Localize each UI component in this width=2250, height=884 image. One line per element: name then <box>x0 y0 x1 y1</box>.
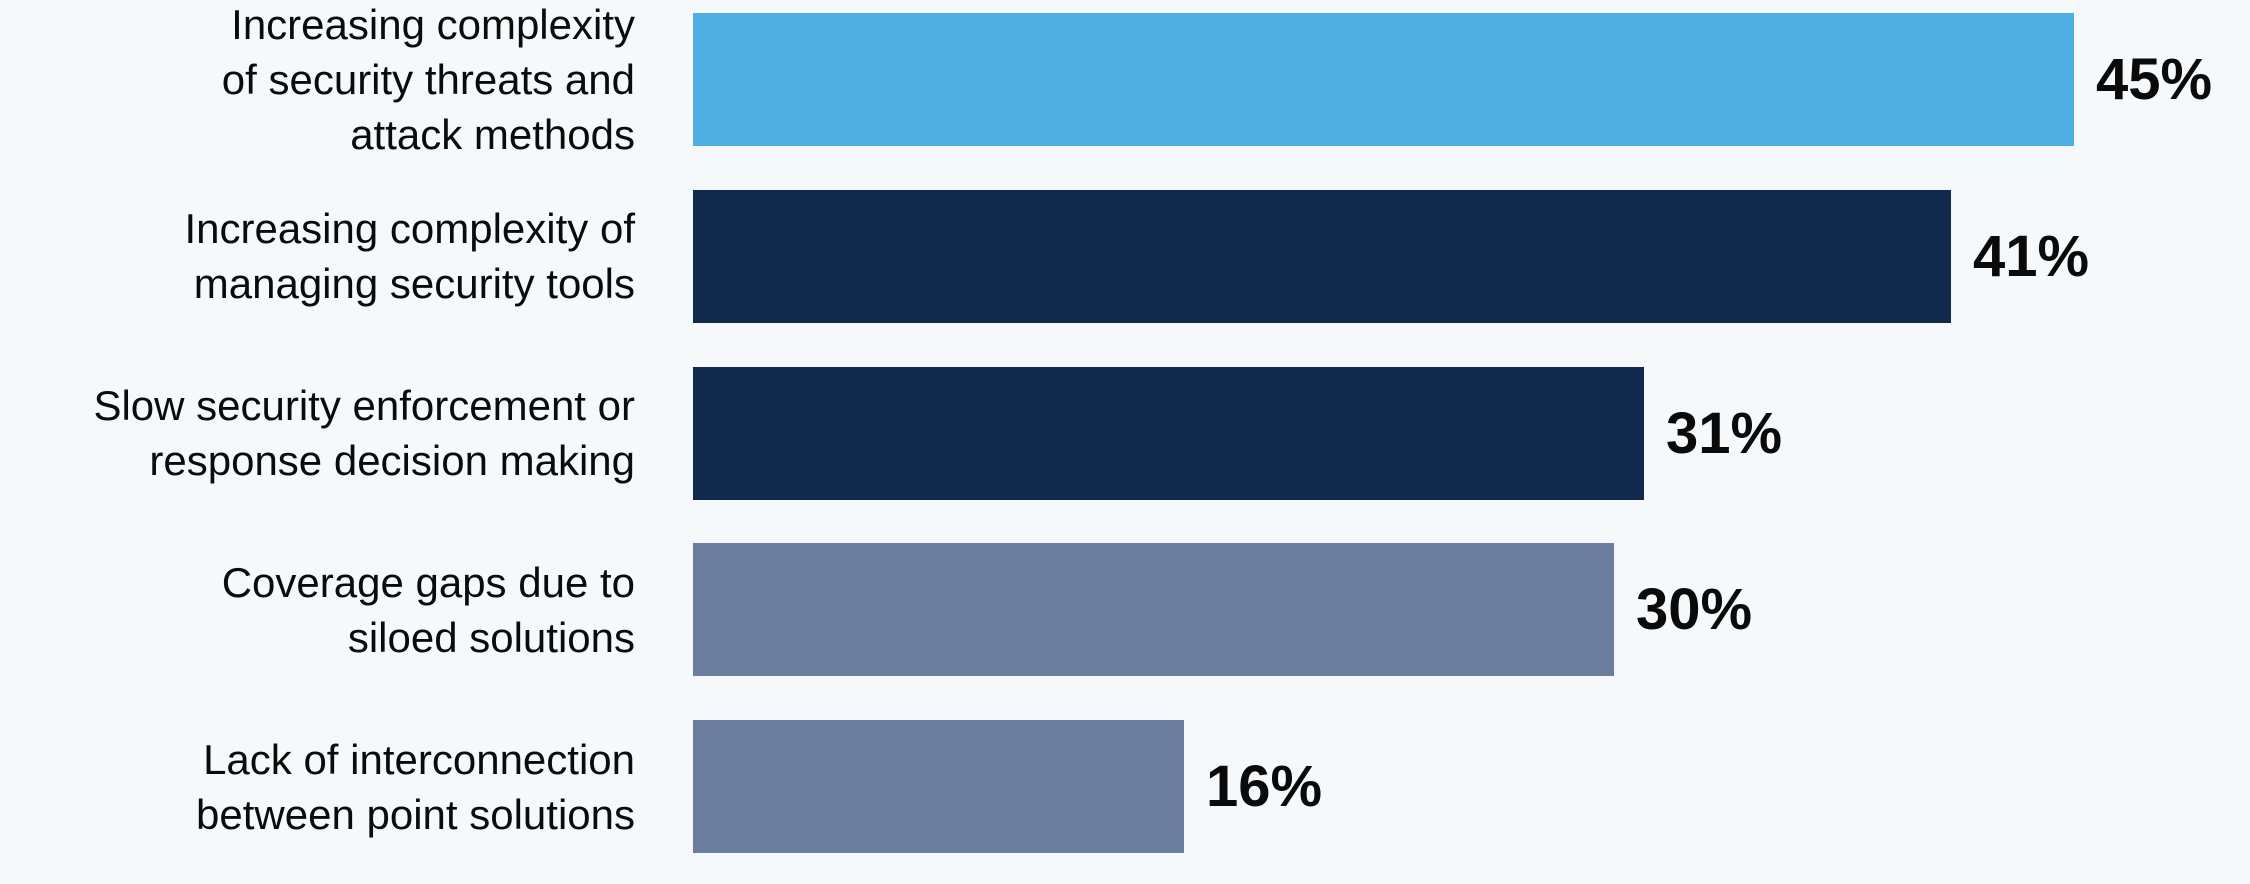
bar-row: Coverage gaps due to siloed solutions 30… <box>0 530 2250 707</box>
bar-row: Lack of interconnection between point so… <box>0 707 2250 884</box>
value-label: 45% <box>2096 47 2213 112</box>
bar-tool-complexity <box>693 189 1951 323</box>
value-label: 41% <box>1973 223 2090 289</box>
category-label: Lack of interconnection between point so… <box>196 735 635 838</box>
category-label: Increasing complexity of managing securi… <box>184 205 635 308</box>
bar-threat-complexity <box>693 13 2074 146</box>
bar-coverage-gaps <box>693 543 1614 677</box>
value-label: 30% <box>1636 577 1753 643</box>
category-label: Coverage gaps due to siloed solutions <box>221 558 635 661</box>
bar-slow-enforcement <box>693 366 1644 500</box>
bar-row: Slow security enforcement or response de… <box>0 354 2250 531</box>
value-label: 31% <box>1666 400 1783 466</box>
value-label: 16% <box>1206 754 1323 820</box>
category-label: Increasing complexity of security threat… <box>221 1 635 158</box>
bar-row: Increasing complexity of security threat… <box>0 0 2250 177</box>
bar-row: Increasing complexity of managing securi… <box>0 177 2250 354</box>
bar-lack-interconnection <box>693 720 1184 854</box>
category-label: Slow security enforcement or response de… <box>93 382 635 485</box>
